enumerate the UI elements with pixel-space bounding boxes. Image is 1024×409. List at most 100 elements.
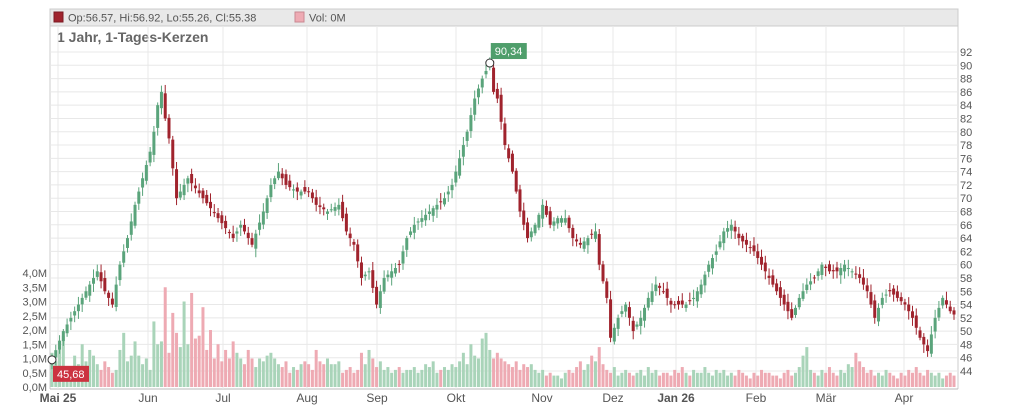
volume-bar bbox=[216, 344, 220, 387]
price-tick-label: 60 bbox=[960, 260, 972, 272]
volume-legend-text: Vol: 0M bbox=[309, 13, 346, 25]
candle-body bbox=[114, 284, 118, 307]
volume-bar bbox=[107, 367, 111, 387]
candle-body bbox=[314, 197, 318, 205]
candle-body bbox=[888, 290, 892, 292]
volume-bar bbox=[880, 375, 884, 387]
volume-bar bbox=[212, 358, 216, 387]
candle-body bbox=[733, 226, 737, 232]
volume-bar bbox=[235, 352, 239, 387]
candle-body bbox=[884, 294, 888, 296]
volume-bar bbox=[439, 369, 443, 387]
volume-bar bbox=[760, 369, 764, 387]
volume-bar bbox=[635, 372, 639, 387]
candle-body bbox=[612, 327, 616, 342]
volume-bar bbox=[186, 344, 190, 387]
volume-bar bbox=[175, 332, 179, 387]
candle-body bbox=[877, 307, 881, 322]
volume-tick-label: 0,0M bbox=[23, 382, 47, 394]
volume-bar bbox=[537, 372, 541, 387]
candle-body bbox=[503, 123, 507, 146]
volume-bar bbox=[563, 372, 567, 387]
candle-body bbox=[726, 228, 730, 232]
candle-body bbox=[454, 171, 458, 183]
volume-bar bbox=[205, 349, 209, 387]
candle-body bbox=[831, 270, 835, 272]
candle-body bbox=[125, 238, 129, 248]
volume-tick-label: 2,5M bbox=[23, 311, 47, 323]
candle-body bbox=[922, 336, 926, 345]
volume-bar bbox=[710, 375, 714, 387]
volume-bar bbox=[310, 369, 314, 387]
volume-bar bbox=[359, 352, 363, 387]
candle-body bbox=[507, 148, 511, 159]
volume-tick-label: 1,0M bbox=[23, 354, 47, 366]
candle-body bbox=[480, 78, 484, 88]
volume-bar bbox=[650, 372, 654, 387]
candle-body bbox=[235, 231, 239, 234]
candle-body bbox=[809, 281, 813, 285]
volume-bar bbox=[427, 367, 431, 387]
candle-body bbox=[318, 205, 322, 208]
volume-tick-label: 2,0M bbox=[23, 325, 47, 337]
candle-body bbox=[473, 98, 477, 115]
volume-bar bbox=[669, 375, 673, 387]
candle-body bbox=[273, 178, 277, 185]
volume-bar bbox=[567, 369, 571, 387]
volume-bar bbox=[646, 367, 650, 387]
candle-body bbox=[775, 283, 779, 292]
volume-bar bbox=[227, 358, 231, 387]
candle-body bbox=[556, 218, 560, 224]
candle-body bbox=[605, 281, 609, 298]
price-tick-label: 48 bbox=[960, 339, 972, 351]
volume-bar bbox=[141, 364, 145, 387]
candle-body bbox=[650, 291, 654, 302]
volume-bar bbox=[488, 349, 492, 387]
price-tick-label: 66 bbox=[960, 220, 972, 232]
volume-bar bbox=[269, 352, 273, 387]
candles bbox=[50, 57, 956, 370]
volume-bar bbox=[952, 375, 956, 387]
volume-bar bbox=[190, 292, 194, 387]
volume-bar bbox=[318, 361, 322, 387]
volume-bar bbox=[473, 355, 477, 387]
candle-body bbox=[907, 304, 911, 312]
volume-bar bbox=[99, 369, 103, 387]
volume-bar bbox=[61, 335, 65, 387]
candle-body bbox=[99, 272, 103, 282]
candle-body bbox=[514, 170, 518, 192]
volume-bar bbox=[722, 369, 726, 387]
candle-body bbox=[295, 187, 299, 192]
candle-body bbox=[186, 178, 190, 184]
candle-body bbox=[741, 235, 745, 242]
month-tick-label: Jun bbox=[138, 391, 157, 405]
candle-body bbox=[443, 198, 447, 205]
volume-bar bbox=[933, 375, 937, 387]
volume-bar bbox=[103, 361, 107, 387]
volume-bar bbox=[790, 375, 794, 387]
candle-body bbox=[88, 284, 92, 296]
candle-body bbox=[684, 304, 688, 308]
volume-bar bbox=[714, 369, 718, 387]
volume-bar bbox=[156, 344, 160, 387]
candle-body bbox=[201, 190, 205, 199]
candle-body bbox=[276, 171, 280, 179]
volume-bar bbox=[92, 355, 96, 387]
volume-bar bbox=[918, 372, 922, 387]
candle-body bbox=[767, 275, 771, 278]
candle-body bbox=[665, 288, 669, 298]
volume-bar bbox=[401, 372, 405, 387]
candle-body bbox=[563, 218, 567, 223]
candle-body bbox=[771, 275, 775, 285]
candle-body bbox=[714, 251, 718, 255]
volume-bar bbox=[246, 349, 250, 387]
candle-body bbox=[827, 264, 831, 272]
volume-bar bbox=[80, 344, 84, 387]
volume-bar bbox=[858, 361, 862, 387]
candle-body bbox=[292, 189, 296, 191]
candle-body bbox=[820, 264, 824, 275]
volume-bar bbox=[684, 372, 688, 387]
volume-tick-label: 4,0M bbox=[23, 268, 47, 280]
volume-bar bbox=[548, 372, 552, 387]
